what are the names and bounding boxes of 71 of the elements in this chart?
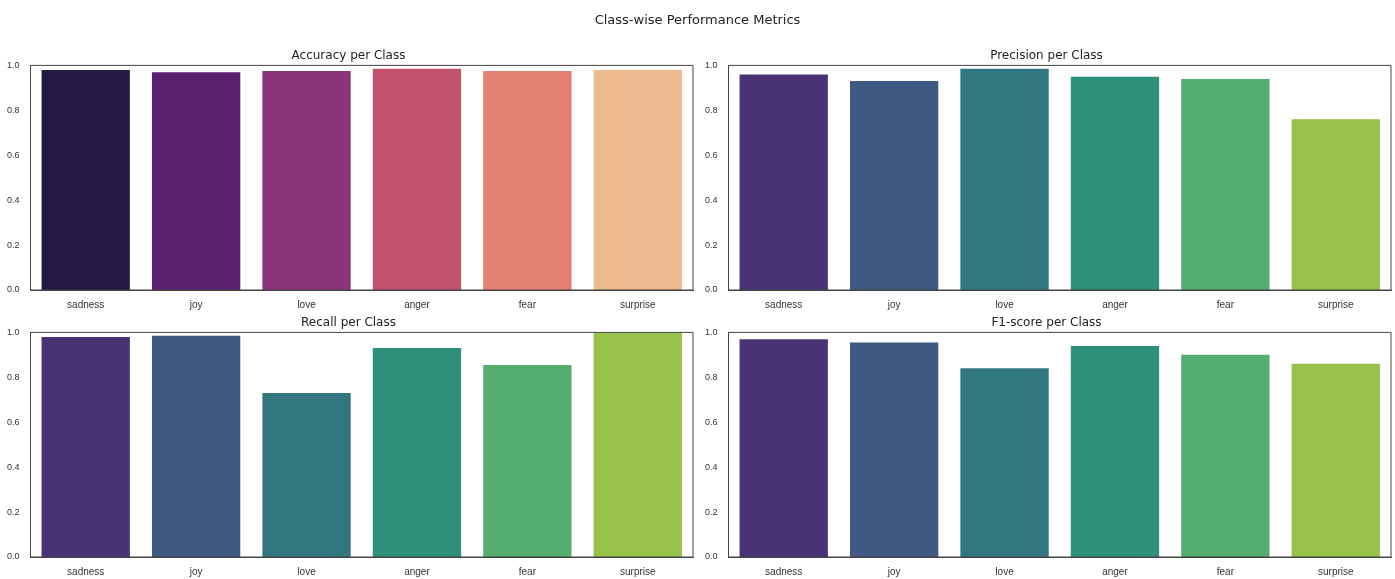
y-tick-label: 0.2 bbox=[7, 239, 20, 250]
bar bbox=[1181, 354, 1270, 557]
bar bbox=[1291, 119, 1380, 290]
text: Class-wise Performance Metrics bbox=[593, 11, 802, 27]
x-tick-label: sadness bbox=[765, 565, 803, 577]
y-tick-label: 0.6 bbox=[705, 416, 718, 427]
y-tick-label: 0.2 bbox=[705, 239, 718, 250]
y-tick-label: 0.4 bbox=[705, 461, 718, 472]
y-tick-label: 0.4 bbox=[7, 461, 20, 472]
chart-title: Recall per Class bbox=[301, 315, 396, 330]
y-tick-label: 0.8 bbox=[705, 371, 718, 382]
x-tick-label: surprise bbox=[1318, 298, 1355, 310]
x-tick-label: love bbox=[995, 298, 1015, 310]
x-tick-label: fear bbox=[518, 298, 537, 310]
y-tick-label: 1.0 bbox=[7, 59, 20, 70]
chart-title: F1-score per Class bbox=[991, 315, 1102, 330]
bar bbox=[1291, 363, 1380, 557]
bar bbox=[1070, 76, 1160, 290]
bar bbox=[960, 68, 1049, 290]
bar bbox=[262, 393, 351, 557]
x-tick-label: anger bbox=[404, 565, 431, 577]
x-tick-label: sadness bbox=[67, 298, 105, 310]
y-tick-label: 0.0 bbox=[705, 284, 718, 295]
y-tick-label: 0.6 bbox=[705, 149, 718, 160]
x-tick-label: love bbox=[297, 565, 317, 577]
x-tick-label: surprise bbox=[1318, 565, 1355, 577]
x-tick-label: joy bbox=[188, 298, 203, 310]
bar bbox=[960, 368, 1049, 557]
y-tick-label: 0.4 bbox=[705, 194, 718, 205]
x-tick-label: love bbox=[297, 298, 317, 310]
x-tick-label: fear bbox=[1216, 298, 1235, 310]
x-tick-label: anger bbox=[1102, 565, 1129, 577]
y-tick-label: 0.0 bbox=[7, 284, 20, 295]
bar bbox=[593, 332, 682, 557]
y-tick-label: 0.8 bbox=[705, 104, 718, 115]
x-tick-label: joy bbox=[886, 565, 901, 577]
x-tick-label: anger bbox=[1102, 298, 1129, 310]
y-tick-label: 0.0 bbox=[705, 551, 718, 562]
y-tick-label: 0.6 bbox=[7, 149, 20, 160]
x-tick-label: love bbox=[995, 565, 1015, 577]
chart-title: Precision per Class bbox=[990, 48, 1103, 63]
bar bbox=[849, 342, 939, 557]
y-tick-label: 0.6 bbox=[7, 416, 20, 427]
y-tick-label: 0.2 bbox=[7, 506, 20, 517]
y-tick-label: 0.8 bbox=[7, 104, 20, 115]
bar bbox=[1070, 345, 1160, 557]
y-tick-label: 0.0 bbox=[7, 551, 20, 562]
chart-title: Accuracy per Class bbox=[291, 48, 406, 63]
x-tick-label: joy bbox=[188, 565, 203, 577]
y-tick-label: 0.4 bbox=[7, 194, 20, 205]
y-tick-label: 1.0 bbox=[705, 59, 718, 70]
x-tick-label: joy bbox=[886, 298, 901, 310]
bar bbox=[739, 339, 828, 557]
bar bbox=[151, 335, 241, 557]
bar bbox=[372, 348, 462, 557]
x-tick-label: surprise bbox=[620, 565, 657, 577]
bar bbox=[1181, 78, 1270, 290]
y-tick-label: 0.8 bbox=[7, 371, 20, 382]
y-tick-label: 1.0 bbox=[705, 326, 718, 337]
x-tick-label: surprise bbox=[620, 298, 657, 310]
x-tick-label: sadness bbox=[67, 565, 105, 577]
bar bbox=[739, 74, 828, 290]
x-tick-label: fear bbox=[518, 565, 537, 577]
y-tick-label: 1.0 bbox=[7, 326, 20, 337]
x-tick-label: fear bbox=[1216, 565, 1235, 577]
bar bbox=[849, 81, 939, 290]
bar bbox=[41, 336, 130, 557]
y-tick-label: 0.2 bbox=[705, 506, 718, 517]
x-tick-label: anger bbox=[404, 298, 431, 310]
x-tick-label: sadness bbox=[765, 298, 803, 310]
bar bbox=[483, 364, 572, 557]
